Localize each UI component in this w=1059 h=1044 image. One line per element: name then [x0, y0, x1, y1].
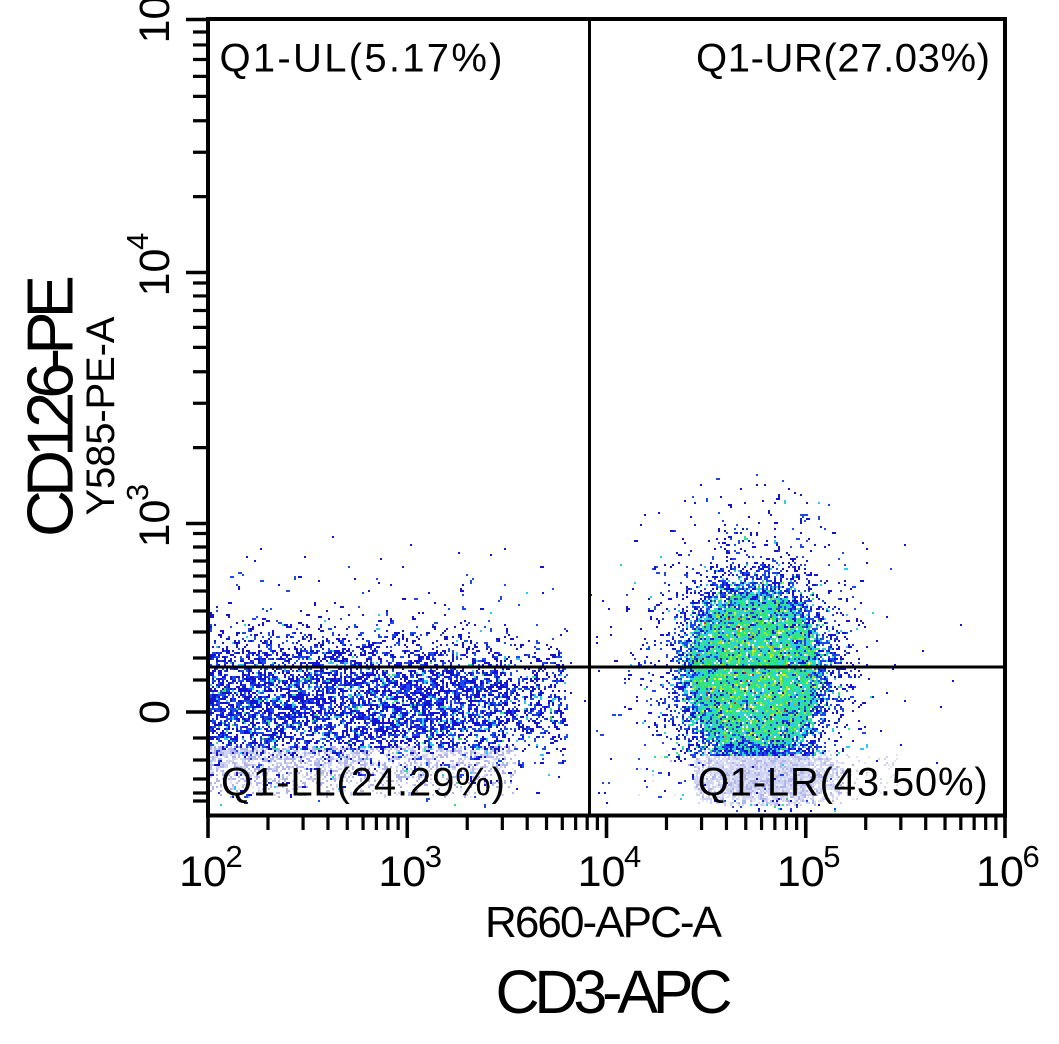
svg-text:2: 2 [226, 839, 243, 874]
svg-text:10: 10 [131, 0, 179, 43]
svg-text:10: 10 [578, 848, 626, 896]
svg-text:R660-APC-A: R660-APC-A [485, 898, 723, 947]
svg-text:10: 10 [777, 848, 825, 896]
svg-text:10: 10 [131, 249, 179, 297]
svg-text:CD3-APC: CD3-APC [496, 958, 733, 1026]
svg-text:Y585-PE-A: Y585-PE-A [79, 316, 123, 515]
svg-text:3: 3 [425, 839, 442, 874]
svg-text:10: 10 [976, 848, 1024, 896]
svg-text:6: 6 [1023, 839, 1040, 874]
svg-text:4: 4 [624, 839, 641, 874]
svg-text:0: 0 [131, 700, 179, 724]
svg-text:10: 10 [378, 848, 426, 896]
svg-text:Q1-LR(43.50%): Q1-LR(43.50%) [698, 761, 988, 805]
svg-text:10: 10 [131, 500, 179, 548]
svg-text:4: 4 [120, 233, 155, 250]
svg-text:5: 5 [823, 839, 840, 874]
svg-text:3: 3 [120, 484, 155, 501]
svg-text:CD126-PE: CD126-PE [14, 275, 87, 537]
svg-text:Q1-UL(5.17%): Q1-UL(5.17%) [220, 37, 503, 81]
svg-text:Q1-LL(24.29%): Q1-LL(24.29%) [221, 761, 505, 805]
svg-text:10: 10 [179, 848, 227, 896]
svg-text:Q1-UR(27.03%): Q1-UR(27.03%) [696, 37, 990, 81]
